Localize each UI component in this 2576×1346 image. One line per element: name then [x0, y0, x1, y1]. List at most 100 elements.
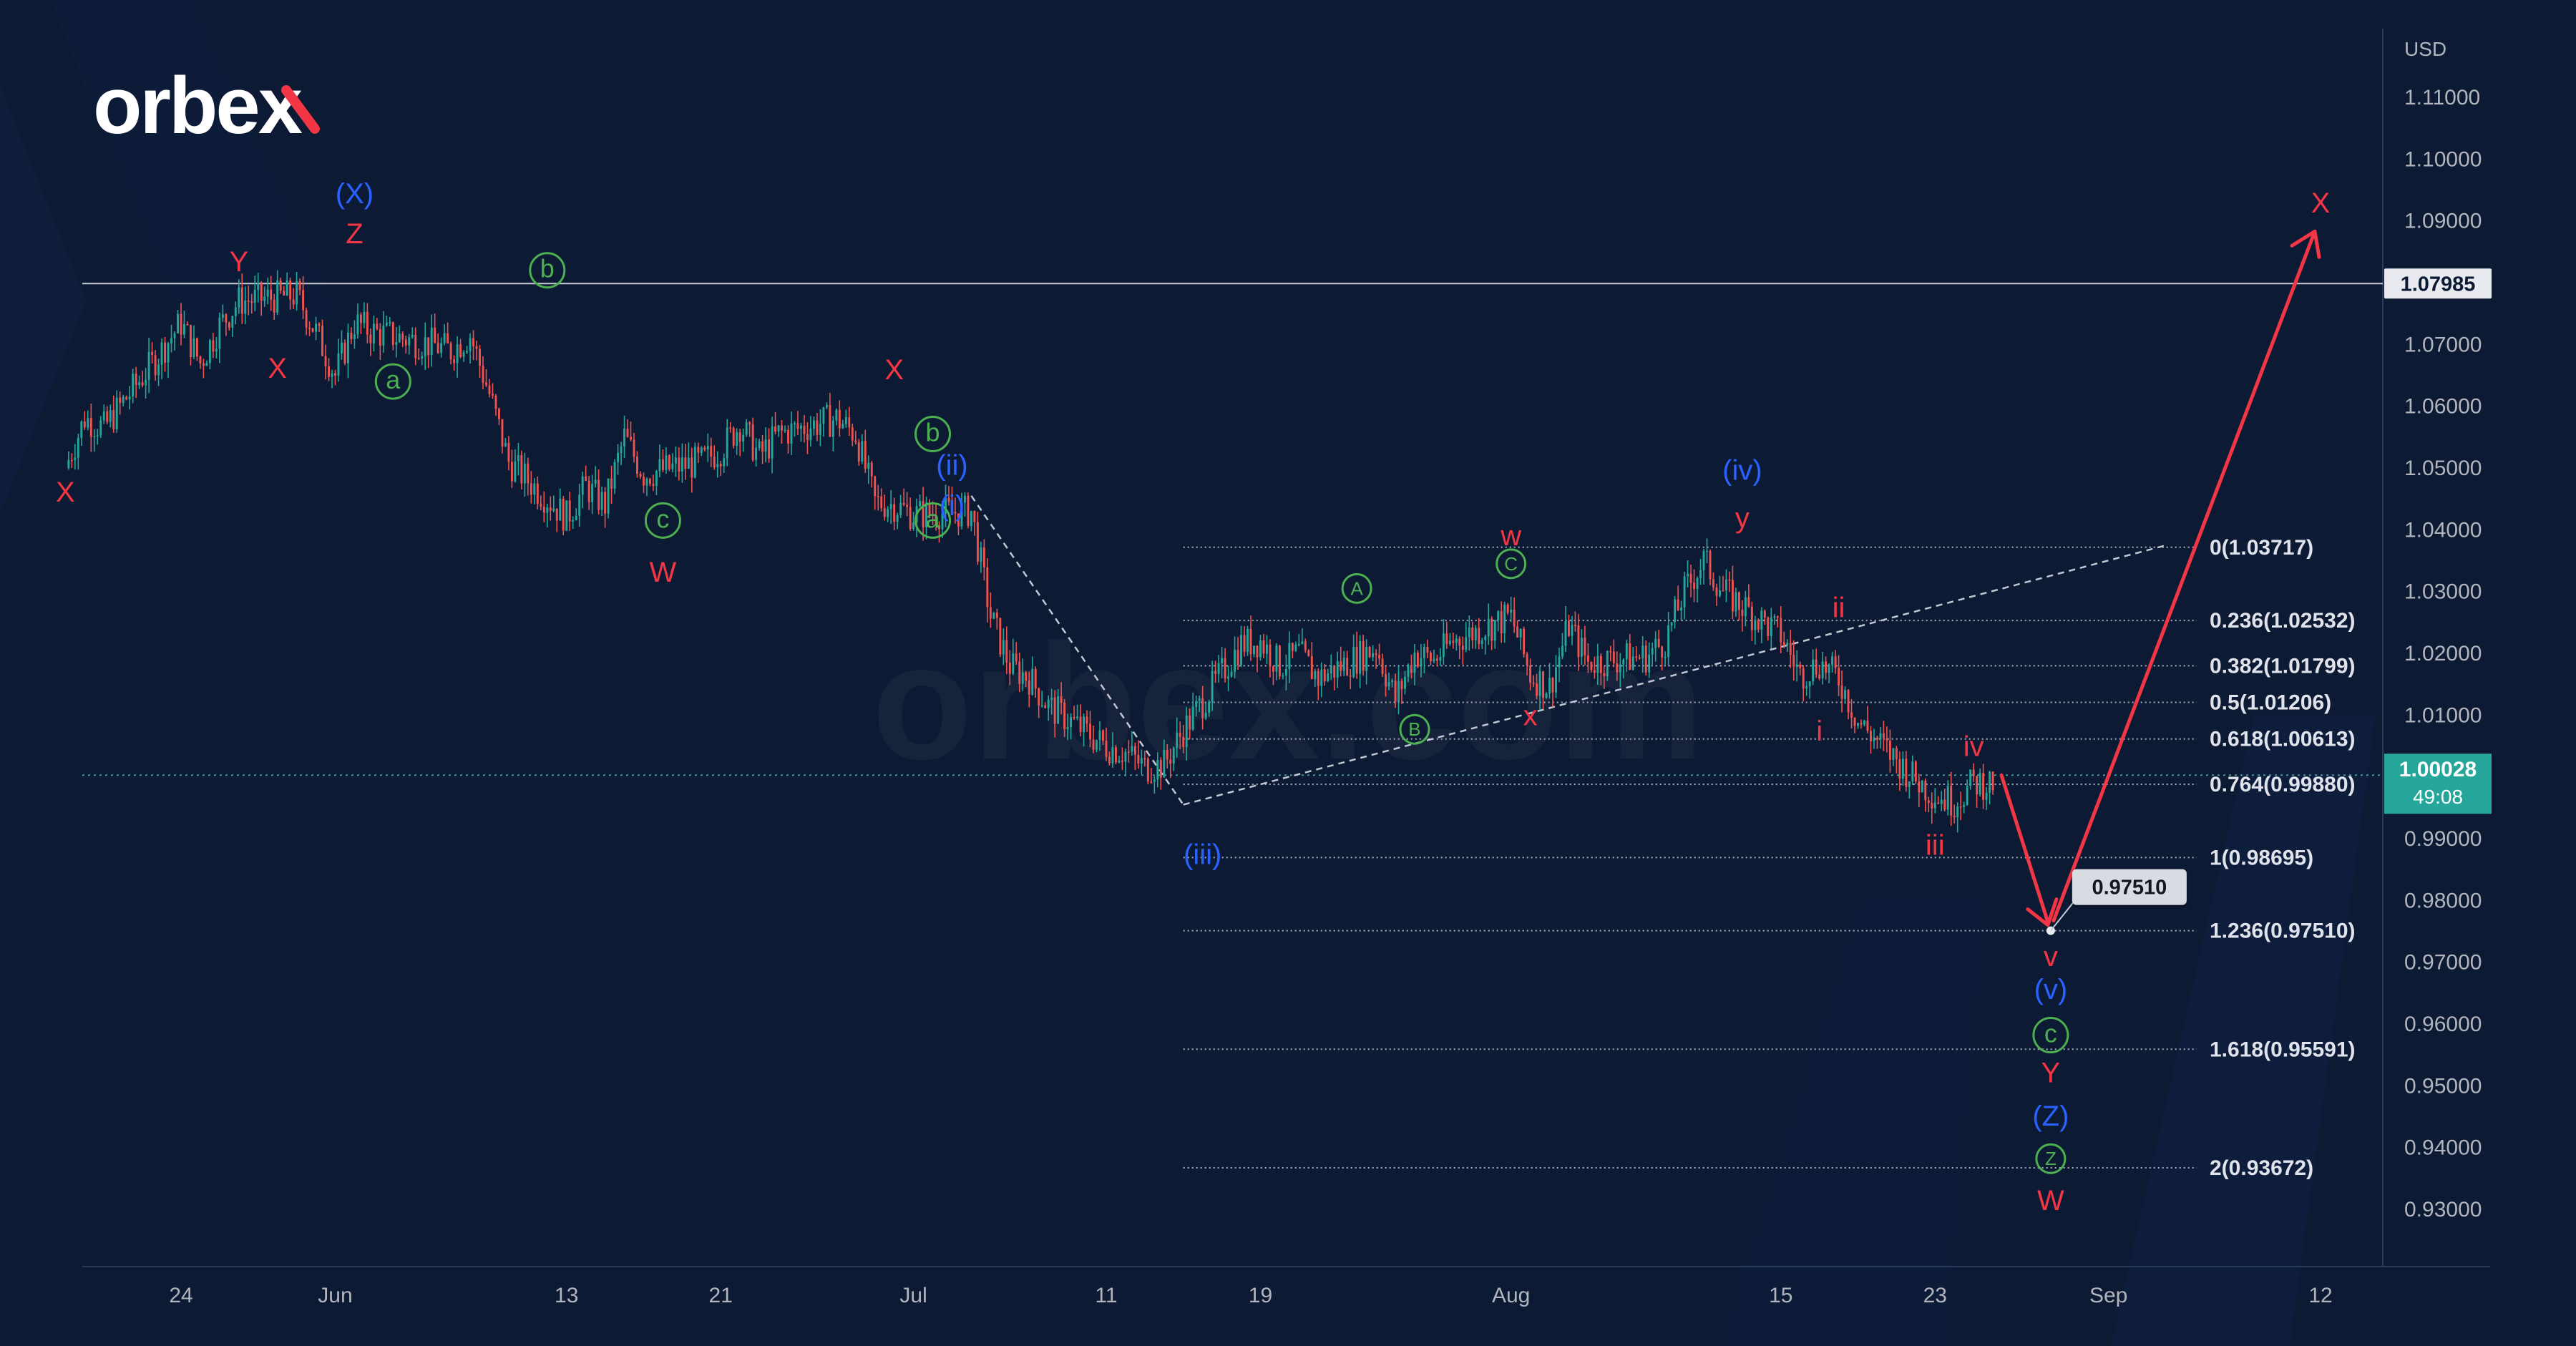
candle-body	[1773, 616, 1776, 618]
candle-body	[912, 522, 915, 530]
candle-body	[311, 328, 314, 332]
candle-body	[777, 425, 780, 432]
candle-body	[266, 289, 269, 297]
candle-body	[1596, 655, 1599, 673]
candle-body	[1307, 650, 1310, 656]
candle-body	[1776, 616, 1779, 618]
candle-body	[1683, 576, 1686, 608]
wave-text: X	[268, 353, 287, 384]
candle-body	[440, 343, 443, 353]
candle-body	[1689, 573, 1692, 583]
candle-body	[851, 427, 854, 441]
fib-label: 0.764(0.99880)	[2210, 773, 2356, 796]
wave-label: W	[2037, 1185, 2064, 1216]
candle-body	[889, 504, 892, 509]
candle-body	[212, 340, 215, 352]
candle-body	[530, 483, 532, 495]
candle-body	[1584, 638, 1586, 655]
candle-body	[1844, 690, 1847, 699]
candle-body	[1802, 668, 1805, 689]
candle-body	[1921, 781, 1923, 793]
candle-body	[83, 421, 86, 428]
candle-body	[838, 409, 841, 429]
candle-body	[1172, 748, 1175, 764]
candle-body	[1240, 635, 1242, 665]
candle-body	[1959, 806, 1962, 808]
candle-body	[1066, 727, 1069, 729]
candle-body	[1622, 659, 1625, 665]
candle-body	[141, 382, 144, 386]
candle-body	[954, 512, 957, 514]
candle-body	[652, 484, 655, 486]
x-tick-label: 24	[169, 1284, 192, 1307]
y-tick-label: 1.06000	[2404, 395, 2482, 419]
candle-body	[1989, 771, 1991, 793]
candle-body	[398, 333, 401, 343]
candle-body	[1265, 644, 1268, 654]
candle-body	[151, 351, 154, 356]
candle-body	[1166, 749, 1169, 760]
candle-body	[1381, 658, 1384, 674]
candle-body	[1808, 681, 1811, 687]
candle-body	[1629, 643, 1631, 670]
candle-body	[668, 455, 670, 469]
candle-body	[498, 409, 500, 419]
candle-body	[1372, 653, 1375, 658]
candle-body	[334, 373, 336, 376]
candle-body	[385, 322, 388, 326]
candle-body	[225, 314, 228, 323]
candle-body	[1568, 620, 1570, 636]
candle-body	[308, 327, 311, 329]
candle-body	[643, 477, 645, 486]
candle-body	[469, 338, 472, 351]
fibonacci-lines	[1183, 546, 2197, 1169]
wave-text: (Z)	[2032, 1101, 2069, 1132]
candle-body	[1340, 661, 1342, 671]
candle-body	[1812, 659, 1815, 682]
candle-body	[633, 439, 635, 457]
candle-body	[1416, 652, 1419, 667]
candle-body	[1937, 802, 1940, 804]
candle-body	[976, 522, 979, 562]
candle-body	[376, 323, 379, 329]
candle-body	[247, 300, 250, 302]
y-tick-label: 1.11000	[2404, 86, 2480, 109]
candle-body	[1850, 712, 1853, 718]
candle-body	[157, 364, 160, 376]
orbex-logo: orbex	[93, 61, 320, 150]
candle-body	[796, 423, 799, 429]
candle-body	[379, 328, 381, 346]
wave-label: X	[2311, 187, 2331, 219]
candle-body	[986, 567, 989, 608]
candle-body	[1163, 749, 1166, 778]
candle-body	[790, 423, 793, 444]
candle-body	[369, 334, 372, 343]
fib-label: 0.236(1.02532)	[2210, 609, 2356, 633]
candle-body	[1423, 646, 1425, 658]
candle-body	[1465, 637, 1468, 650]
candle-body	[1731, 580, 1734, 612]
candle-body	[1687, 573, 1689, 577]
candle-body	[331, 373, 333, 377]
wave-text: X	[884, 354, 904, 386]
candle-body	[1670, 622, 1673, 625]
candle-body	[260, 282, 263, 301]
candle-body	[1118, 760, 1121, 763]
fib-label: 0.382(1.01799)	[2210, 654, 2356, 678]
candle-body	[1979, 773, 1981, 795]
wave-text: v	[2044, 941, 2058, 972]
candle-body	[1230, 671, 1233, 677]
candle-body	[363, 311, 366, 323]
wave-text: (v)	[2034, 974, 2068, 1005]
x-tick-label: Jul	[899, 1284, 927, 1307]
candle-body	[758, 441, 761, 448]
candle-body	[693, 447, 696, 478]
candle-body	[906, 504, 909, 507]
candle-body	[337, 353, 340, 376]
candle-body	[1982, 773, 1985, 800]
fib-label: 1.236(0.97510)	[2210, 920, 2356, 943]
candle-body	[366, 311, 369, 335]
candle-body	[350, 332, 353, 339]
candle-body	[1991, 771, 1994, 791]
